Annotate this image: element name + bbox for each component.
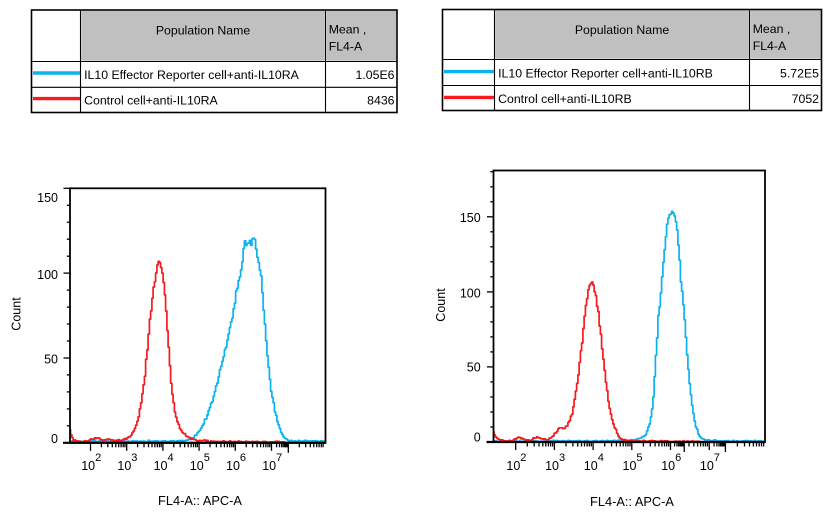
svg-text:FL4-A: FL4-A bbox=[753, 39, 787, 53]
svg-text:5.72E5: 5.72E5 bbox=[780, 66, 819, 80]
svg-text:8436: 8436 bbox=[367, 94, 395, 108]
svg-text:FL4-A: FL4-A bbox=[329, 40, 363, 54]
svg-text:0: 0 bbox=[51, 432, 58, 446]
svg-text:Population Name: Population Name bbox=[575, 23, 669, 37]
svg-text:FL4-A:: APC-A: FL4-A:: APC-A bbox=[590, 494, 674, 509]
svg-text:7052: 7052 bbox=[792, 92, 820, 106]
svg-text:1.05E6: 1.05E6 bbox=[356, 68, 395, 82]
svg-text:Mean ,: Mean , bbox=[329, 22, 367, 36]
svg-text:Control cell+anti-IL10RB: Control cell+anti-IL10RB bbox=[498, 92, 632, 106]
svg-text:Population Name: Population Name bbox=[156, 23, 250, 37]
svg-text:FL4-A:: APC-A: FL4-A:: APC-A bbox=[158, 493, 242, 508]
svg-text:Mean ,: Mean , bbox=[753, 22, 791, 36]
svg-text:100: 100 bbox=[460, 286, 481, 300]
svg-text:IL10 Effector Reporter cell+an: IL10 Effector Reporter cell+anti-IL10RA bbox=[84, 68, 300, 82]
svg-text:Count: Count bbox=[9, 297, 23, 331]
svg-text:100: 100 bbox=[37, 268, 58, 282]
svg-text:150: 150 bbox=[37, 191, 58, 205]
svg-text:0: 0 bbox=[474, 430, 481, 444]
svg-text:IL10 Effector Reporter cell+an: IL10 Effector Reporter cell+anti-IL10RB bbox=[498, 66, 713, 80]
svg-text:150: 150 bbox=[460, 211, 481, 225]
svg-text:Control cell+anti-IL10RA: Control cell+anti-IL10RA bbox=[84, 94, 218, 108]
svg-text:50: 50 bbox=[467, 361, 481, 375]
svg-text:Count: Count bbox=[434, 288, 448, 322]
svg-text:50: 50 bbox=[44, 353, 58, 367]
